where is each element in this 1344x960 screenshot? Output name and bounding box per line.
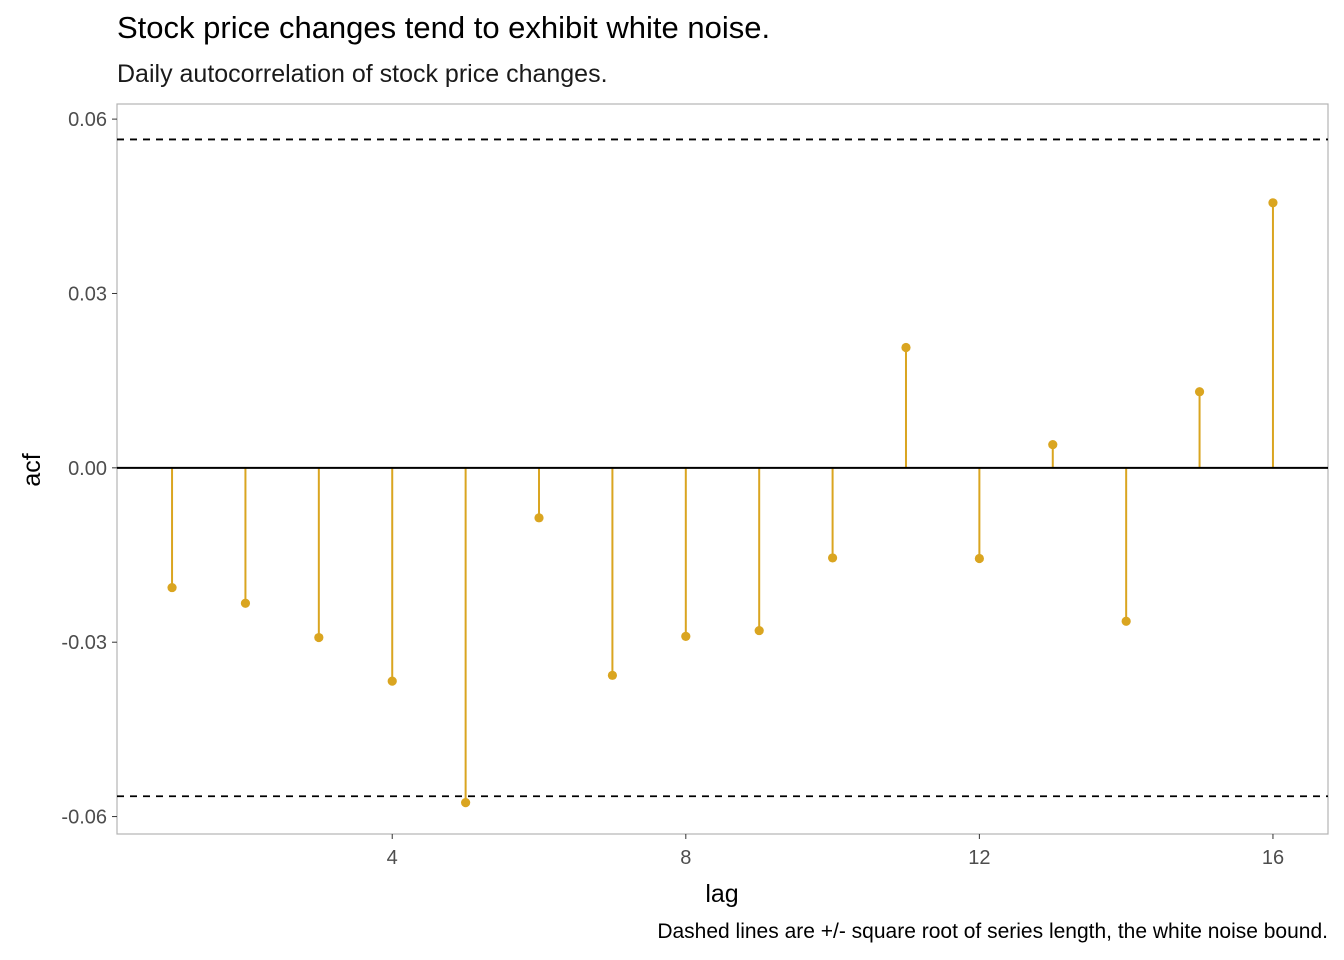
acf-point (387, 676, 397, 686)
acf-point (461, 798, 471, 808)
acf-point (240, 598, 251, 608)
acf-point (754, 625, 764, 636)
chart-title: Stock price changes tend to exhibit whit… (117, 10, 771, 45)
acf-point (1194, 387, 1205, 397)
acf-point (167, 582, 177, 593)
chart-caption: Dashed lines are +/- square root of seri… (657, 920, 1328, 943)
y-axis-title: acf (18, 453, 46, 486)
acf-point (314, 632, 324, 643)
acf-point (1121, 616, 1131, 626)
y-tick-label: 0.00 (68, 458, 107, 480)
panel-border (116, 103, 1329, 835)
y-tick-label: -0.06 (61, 807, 107, 829)
y-tick-label: -0.03 (61, 632, 107, 654)
y-tick-label: 0.06 (68, 109, 107, 131)
acf-point (901, 342, 911, 353)
x-tick-label: 16 (1262, 847, 1284, 869)
x-tick-label: 12 (968, 847, 990, 869)
x-tick-label: 8 (680, 847, 691, 869)
acf-point (1268, 198, 1278, 208)
acf-point (607, 670, 618, 680)
chart-subtitle: Daily autocorrelation of stock price cha… (117, 60, 608, 88)
acf-point (974, 553, 984, 564)
acf-point (534, 513, 544, 523)
acf-point (681, 631, 691, 641)
acf-point (1048, 439, 1058, 450)
x-axis-title: lag (705, 880, 738, 908)
x-tick-label: 4 (387, 847, 398, 869)
acf-point (827, 553, 838, 563)
y-tick-label: 0.03 (68, 283, 107, 305)
